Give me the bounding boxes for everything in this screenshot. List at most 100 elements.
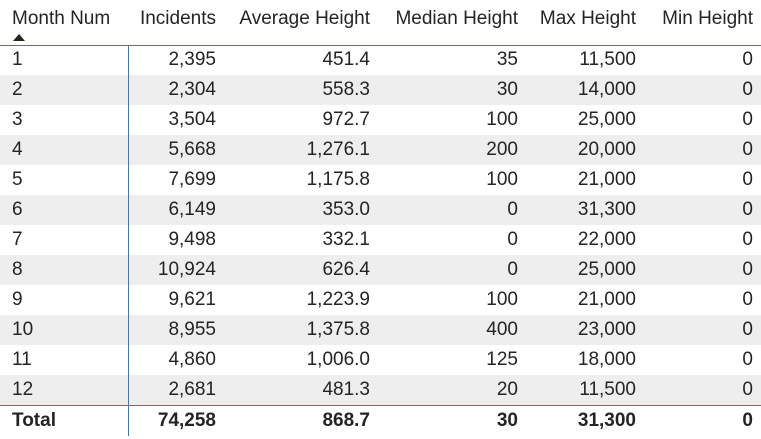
total-max-height-cell: 31,300 [526, 404, 644, 436]
column-header-min-height[interactable]: Min Height [644, 0, 761, 45]
column-header-average-height[interactable]: Average Height [224, 0, 378, 45]
total-label-cell: Total [0, 404, 129, 436]
incidents-cell: 6,149 [128, 195, 224, 225]
total-incidents-cell: 74,258 [128, 404, 224, 436]
max-height-cell: 21,000 [577, 289, 636, 310]
max-height-cell: 14,000 [526, 75, 644, 105]
month-num-cell: 11 [0, 345, 129, 375]
incidents-cell: 8,955 [128, 315, 224, 345]
max-height-cell: 21,000 [577, 169, 636, 190]
table-row: 10 8,955 1,375.8 400 23,000 0 [0, 315, 761, 345]
max-height-cell: 25,000 [526, 255, 644, 285]
incidents-cell: 2,395 [168, 49, 216, 71]
median-height-cell: 30 [378, 75, 526, 105]
median-height-cell: 35 [496, 49, 518, 71]
average-height-cell: 558.3 [224, 75, 378, 105]
month-num-cell: 6 [0, 195, 129, 225]
table-body: 1 2,395 451.4 35 11,500 0 2 2,304 558.3 30 14,000 0… [0, 45, 761, 405]
table-row: 5 7,699 1,175.8 100 21,000 0 [0, 165, 761, 195]
median-height-cell: 400 [378, 315, 526, 345]
header-row: Month Num Incidents Average Height Media… [0, 0, 761, 45]
incidents-cell: 3,504 [168, 109, 216, 130]
total-median-height-cell: 30 [378, 404, 526, 436]
average-height-cell: 1,175.8 [306, 169, 370, 190]
min-height-cell: 0 [644, 255, 761, 285]
median-height-cell: 0 [378, 195, 526, 225]
month-num-cell: 5 [0, 165, 129, 195]
table-row: 8 10,924 626.4 0 25,000 0 [0, 255, 761, 285]
month-num-cell: 4 [0, 135, 129, 165]
table-row: 3 3,504 972.7 100 25,000 0 [0, 105, 761, 135]
max-height-cell: 18,000 [577, 349, 636, 370]
median-height-cell: 200 [378, 135, 526, 165]
incidents-cell: 2,681 [128, 375, 224, 405]
column-header-label: Month Num [12, 8, 111, 29]
incidents-cell: 7,699 [168, 169, 216, 190]
month-num-cell: 2 [0, 75, 129, 105]
column-header-month-num[interactable]: Month Num [0, 0, 128, 45]
median-height-cell: 20 [378, 375, 526, 405]
min-height-cell: 0 [742, 169, 753, 190]
month-num-cell: 10 [0, 315, 129, 345]
max-height-cell: 11,500 [526, 375, 644, 405]
table-row: 12 2,681 481.3 20 11,500 0 [0, 375, 761, 405]
median-height-cell: 100 [486, 109, 518, 130]
incidents-cell: 10,924 [128, 255, 224, 285]
average-height-cell: 451.4 [322, 49, 370, 71]
min-height-cell: 0 [644, 375, 761, 405]
min-height-cell: 0 [644, 135, 761, 165]
average-height-cell: 626.4 [224, 255, 378, 285]
average-height-cell: 1,223.9 [306, 289, 370, 310]
incidents-cell: 2,304 [128, 75, 224, 105]
incidents-cell: 9,621 [168, 289, 216, 310]
min-height-cell: 0 [742, 289, 753, 310]
table-row: 11 4,860 1,006.0 125 18,000 0 [0, 345, 761, 375]
average-height-cell: 353.0 [224, 195, 378, 225]
column-header-label: Max Height [539, 8, 636, 29]
total-average-height-cell: 868.7 [224, 404, 378, 436]
min-height-cell: 0 [742, 49, 753, 71]
min-height-cell: 0 [742, 229, 753, 250]
max-height-cell: 11,500 [579, 49, 636, 71]
max-height-cell: 23,000 [526, 315, 644, 345]
column-header-max-height[interactable]: Max Height [526, 0, 644, 45]
column-header-incidents[interactable]: Incidents [128, 0, 224, 45]
table-row: 1 2,395 451.4 35 11,500 0 [0, 45, 761, 75]
total-row: Total 74,258 868.7 30 31,300 0 [0, 404, 761, 436]
median-height-cell: 100 [486, 289, 518, 310]
average-height-cell: 481.3 [224, 375, 378, 405]
average-height-cell: 1,006.0 [306, 349, 370, 370]
max-height-cell: 22,000 [577, 229, 636, 250]
month-num-cell: 8 [0, 255, 129, 285]
total-min-height-cell: 0 [644, 404, 761, 436]
sort-ascending-icon[interactable] [13, 34, 25, 41]
column-header-median-height[interactable]: Median Height [378, 0, 526, 45]
incidents-cell: 5,668 [128, 135, 224, 165]
max-height-cell: 20,000 [526, 135, 644, 165]
column-header-label: Min Height [662, 8, 753, 29]
min-height-cell: 0 [742, 349, 753, 370]
average-height-cell: 1,375.8 [224, 315, 378, 345]
month-num-cell: 12 [0, 375, 129, 405]
table-row: 9 9,621 1,223.9 100 21,000 0 [0, 285, 761, 315]
min-height-cell: 0 [644, 195, 761, 225]
table-row: 4 5,668 1,276.1 200 20,000 0 [0, 135, 761, 165]
median-height-cell: 0 [507, 229, 518, 250]
table-row: 7 9,498 332.1 0 22,000 0 [0, 225, 761, 255]
average-height-cell: 1,276.1 [224, 135, 378, 165]
max-height-cell: 31,300 [526, 195, 644, 225]
median-height-cell: 125 [486, 349, 518, 370]
column-header-label: Incidents [139, 8, 216, 29]
table-row: 2 2,304 558.3 30 14,000 0 [0, 75, 761, 105]
incidents-cell: 9,498 [168, 229, 216, 250]
average-height-cell: 332.1 [322, 229, 370, 250]
median-height-cell: 100 [486, 169, 518, 190]
column-header-label: Average Height [239, 8, 370, 29]
min-height-cell: 0 [644, 315, 761, 345]
column-header-label: Median Height [395, 8, 518, 29]
min-height-cell: 0 [742, 109, 753, 130]
max-height-cell: 25,000 [577, 109, 636, 130]
incidents-cell: 4,860 [168, 349, 216, 370]
median-height-cell: 0 [378, 255, 526, 285]
